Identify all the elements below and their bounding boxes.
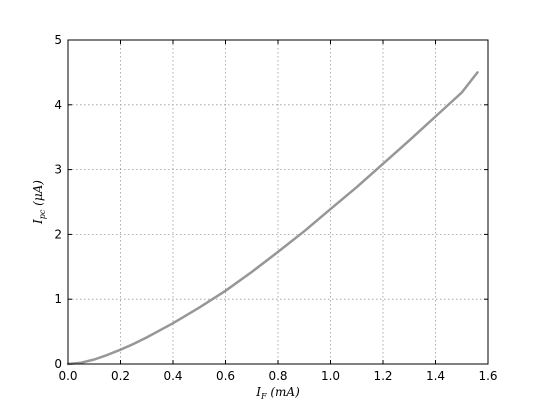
ticks: 0.0 0.2 0.4 0.6 0.8 1.0 1.2 1.4 1.6 0 1 2 3 4 5 — [54, 33, 497, 383]
y-tick-label: 2 — [54, 227, 62, 241]
y-axis-label-unit: (μA) — [31, 180, 45, 210]
x-tick-label: 0.4 — [163, 369, 182, 383]
x-axis-label-unit: (mA) — [267, 385, 301, 399]
y-tick-label: 1 — [54, 292, 62, 306]
y-axis-label-sub: pc — [38, 209, 47, 219]
x-tick-label: 1.4 — [426, 369, 445, 383]
y-tick-label: 4 — [54, 98, 62, 112]
x-tick-label: 1.6 — [478, 369, 497, 383]
series-line — [66, 71, 479, 366]
y-axis-label: Ipc (μA) — [31, 180, 47, 225]
x-tick-label: 1.0 — [321, 369, 340, 383]
series-layer — [66, 71, 479, 366]
x-tick-label: 0.2 — [111, 369, 130, 383]
x-tick-label: 0.6 — [216, 369, 235, 383]
y-tick-label: 5 — [54, 33, 62, 47]
y-tick-label: 0 — [54, 357, 62, 371]
y-tick-label: 3 — [54, 163, 62, 177]
x-axis-label: IF (mA) — [255, 385, 300, 401]
grid — [68, 40, 488, 364]
x-tick-label: 0.0 — [58, 369, 77, 383]
x-tick-label: 0.8 — [268, 369, 287, 383]
y-axis-label-main: I — [31, 219, 45, 225]
x-tick-label: 1.2 — [373, 369, 392, 383]
x-axis-label-main: I — [255, 385, 261, 399]
x-axis-label-sub: F — [260, 392, 267, 401]
